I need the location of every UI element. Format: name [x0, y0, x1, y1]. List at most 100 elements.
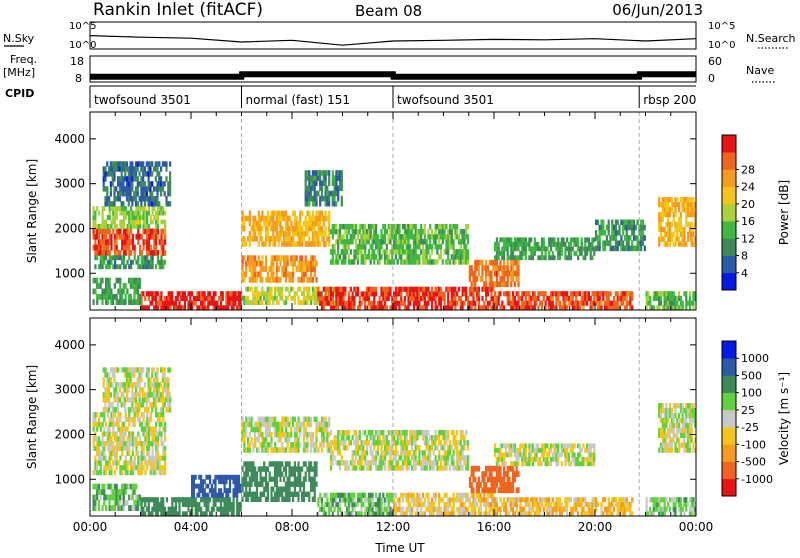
- rti-cell: [165, 176, 167, 181]
- rti-cell: [442, 239, 444, 244]
- rti-cell: [395, 254, 397, 259]
- rti-cell: [260, 221, 262, 227]
- rti-cell: [249, 221, 251, 227]
- rti-cell: [416, 296, 418, 301]
- rti-cell: [606, 235, 608, 241]
- rti-cell: [249, 231, 251, 237]
- rti-cell: [227, 493, 229, 498]
- rti-cell: [267, 231, 269, 237]
- rti-cell: [158, 201, 160, 206]
- rti-cell: [631, 296, 633, 301]
- rti-cell: [114, 220, 116, 225]
- rti-cell: [117, 367, 119, 372]
- rti-cell: [126, 500, 128, 506]
- rti-cell: [225, 479, 227, 484]
- rti-cell: [108, 372, 110, 377]
- rti-cell: [157, 451, 159, 456]
- rti-cell: [162, 502, 164, 507]
- rti-cell: [366, 254, 368, 259]
- rti-cell: [164, 224, 166, 229]
- y-axis-title: Slant Range [km]: [25, 159, 39, 263]
- rti-cell: [256, 471, 258, 476]
- rti-cell: [398, 224, 400, 229]
- rti-cell: [150, 412, 152, 417]
- rti-cell: [310, 422, 312, 428]
- rti-cell: [384, 301, 386, 306]
- rti-cell: [319, 221, 321, 227]
- rti-cell: [617, 291, 619, 296]
- rti-cell: [608, 296, 610, 301]
- rti-cell: [152, 260, 154, 265]
- rti-cell: [478, 296, 480, 301]
- rti-cell: [375, 254, 377, 259]
- rti-cell: [341, 181, 343, 187]
- rti-cell: [292, 287, 294, 292]
- rti-cell: [366, 460, 368, 465]
- rti-cell: [517, 271, 519, 277]
- rti-cell: [467, 296, 469, 301]
- rti-cell: [110, 392, 112, 397]
- rti-cell: [292, 272, 294, 278]
- rti-cell: [158, 171, 160, 176]
- rti-cell: [220, 301, 222, 306]
- nave-tick-top: 60: [708, 55, 722, 68]
- rti-cell: [352, 239, 354, 244]
- rti-cell: [386, 435, 388, 440]
- rti-cell: [251, 287, 253, 292]
- rti-cell: [427, 229, 429, 234]
- rti-cell: [260, 296, 262, 301]
- rti-cell: [541, 301, 543, 306]
- rti-cell: [103, 377, 105, 382]
- rti-cell: [319, 201, 321, 207]
- rti-cell: [315, 466, 317, 471]
- colorbar-tick-label: 24: [741, 181, 755, 194]
- rti-cell: [195, 301, 197, 306]
- rti-cell: [251, 417, 253, 423]
- rti-cell: [577, 242, 579, 247]
- rti-cell: [265, 471, 267, 476]
- rti-cell: [105, 470, 107, 475]
- rti-cell: [512, 291, 514, 296]
- rti-cell: [669, 222, 671, 227]
- rti-cell: [492, 287, 494, 292]
- rti-cell: [453, 239, 455, 244]
- rti-cell: [272, 300, 274, 305]
- rti-cell: [481, 271, 483, 277]
- rti-cell: [498, 246, 500, 251]
- rti-cell: [644, 246, 646, 252]
- rti-cell: [267, 497, 269, 502]
- rti-cell: [660, 296, 662, 301]
- rti-cell: [139, 382, 141, 387]
- rti-cell: [514, 281, 516, 287]
- rti-cell: [447, 249, 449, 254]
- rti-cell: [465, 291, 467, 296]
- rti-cell: [177, 296, 179, 301]
- rti-cell: [380, 244, 382, 249]
- rti-cell: [669, 296, 671, 301]
- rti-cell: [517, 265, 519, 271]
- rti-cell: [119, 278, 121, 284]
- rti-cell: [364, 224, 366, 229]
- rti-cell: [577, 237, 579, 242]
- rti-cell: [103, 500, 105, 506]
- rti-cell: [297, 447, 299, 453]
- rti-cell: [315, 170, 317, 176]
- nsky-trace: [90, 36, 696, 46]
- rti-cell: [134, 460, 136, 465]
- rti-cell: [660, 232, 662, 237]
- rti-cell: [139, 245, 141, 251]
- rti-cell: [404, 301, 406, 306]
- rti-cell: [256, 236, 258, 242]
- rti-cell: [315, 231, 317, 237]
- rti-cell: [442, 259, 444, 264]
- rti-cell: [357, 450, 359, 455]
- rti-cell: [456, 291, 458, 296]
- rti-cell: [109, 278, 111, 284]
- rti-cell: [110, 260, 112, 265]
- rti-cell: [359, 229, 361, 234]
- rti-cell: [278, 266, 280, 272]
- rti-cell: [178, 507, 180, 512]
- rti-cell: [344, 440, 346, 445]
- rti-cell: [463, 301, 465, 306]
- rti-cell: [287, 221, 289, 227]
